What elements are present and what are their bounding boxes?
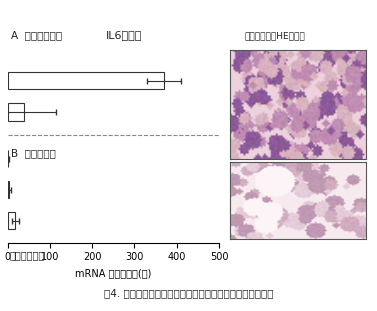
Text: 感染マウス肺HE染色像: 感染マウス肺HE染色像	[245, 31, 306, 40]
Text: 感染後（日）: 感染後（日）	[10, 250, 45, 260]
Bar	[8, 103, 25, 120]
Bar	[8, 181, 9, 198]
Bar	[8, 72, 164, 90]
Bar	[8, 212, 15, 230]
Text: A  感染マウス肺: A 感染マウス肺	[11, 30, 63, 40]
Text: IL6発現量: IL6発現量	[106, 30, 143, 40]
X-axis label: mRNA 発現増加率(倍): mRNA 発現増加率(倍)	[75, 268, 152, 278]
Text: B  感染ハト肺: B 感染ハト肺	[11, 149, 56, 159]
Text: 围4. ハト分離株感染マウス、ハト肺内での宿主応答の比較: 围4. ハト分離株感染マウス、ハト肺内での宿主応答の比較	[104, 289, 273, 299]
